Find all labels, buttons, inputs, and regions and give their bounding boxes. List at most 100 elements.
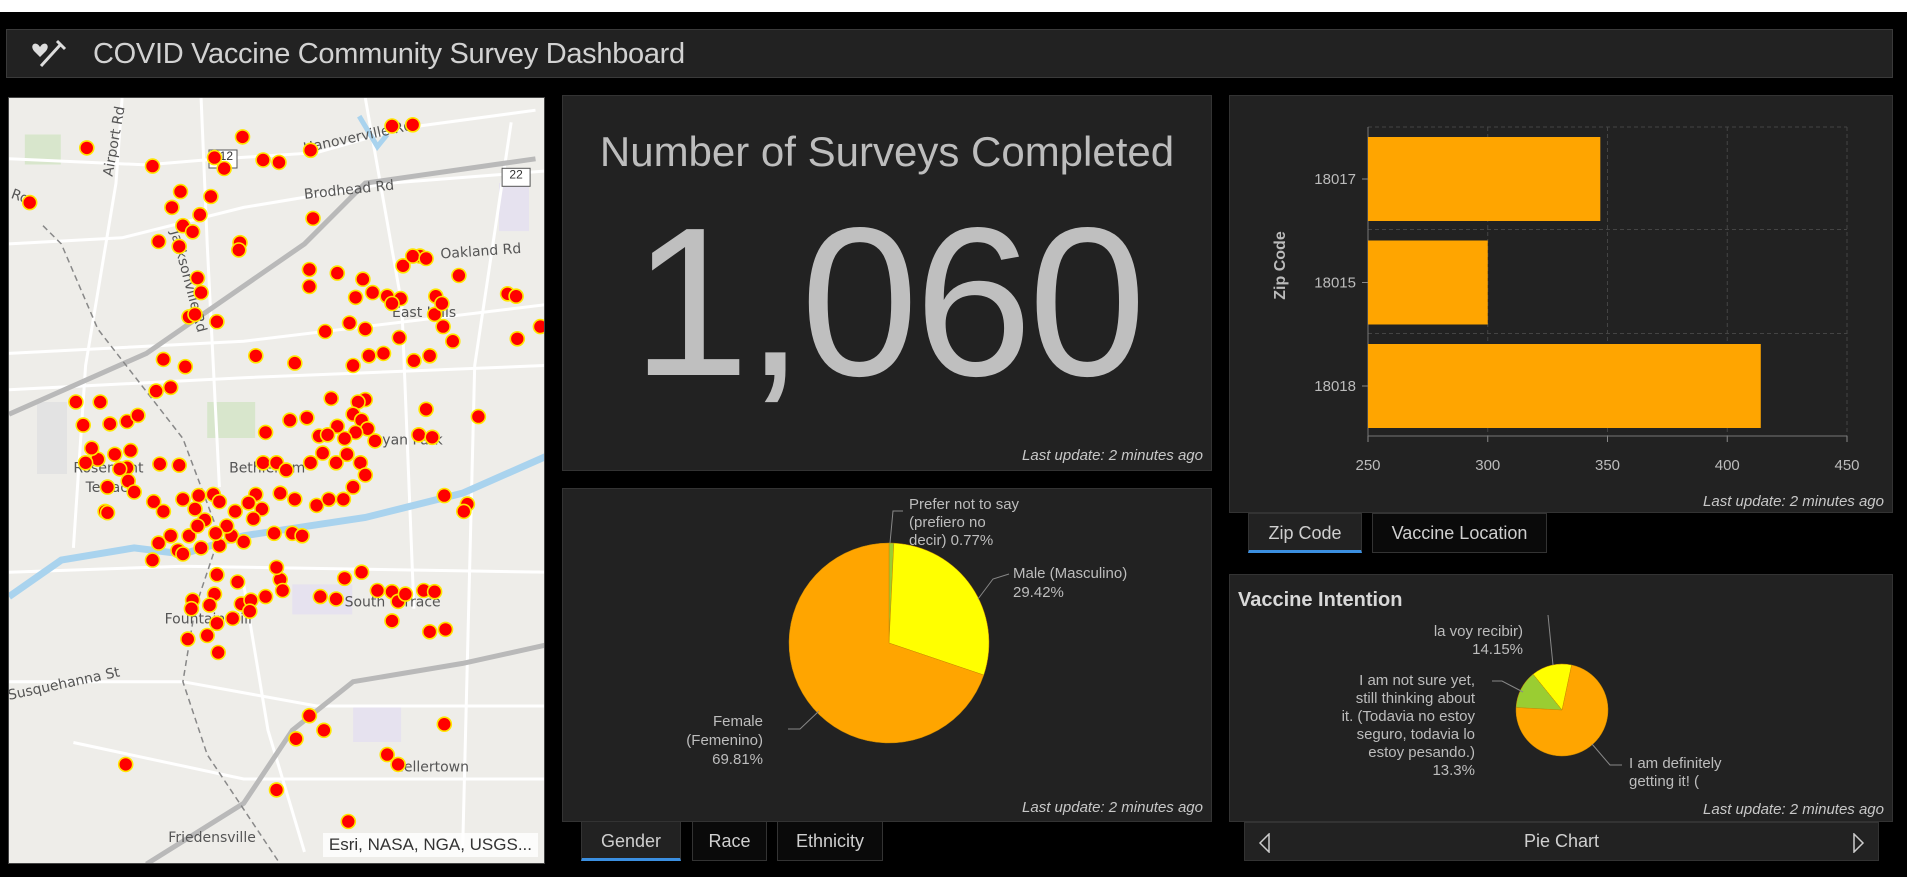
label-notsure-line2: still thinking about <box>1355 690 1475 707</box>
route-shield <box>501 167 531 187</box>
label-female-line1: Female <box>712 713 763 730</box>
label-yes-line2: 14.15% <box>1472 641 1523 658</box>
tick-label-x: 400 <box>1715 457 1740 474</box>
survey-point <box>317 323 334 340</box>
survey-point <box>155 503 172 520</box>
label-notsure-line5: estoy pesando.) <box>1368 744 1475 761</box>
tick-label-x: 450 <box>1834 457 1859 474</box>
survey-point <box>227 503 243 520</box>
survey-point <box>209 313 225 330</box>
survey-point <box>150 233 167 250</box>
survey-point <box>102 416 118 432</box>
page-title: COVID Vaccine Community Survey Dashboard <box>93 38 685 70</box>
survey-point <box>345 357 361 374</box>
label-male-line2: 29.42% <box>1013 584 1064 601</box>
leader-yes <box>1547 614 1554 666</box>
survey-point <box>177 358 194 375</box>
survey-point <box>404 116 421 133</box>
survey-point <box>201 597 218 613</box>
survey-point <box>305 210 321 227</box>
survey-point <box>369 582 386 599</box>
next-arrow-icon[interactable] <box>1850 833 1866 853</box>
map-road <box>9 680 544 708</box>
survey-point <box>328 454 344 471</box>
map-road <box>9 303 544 355</box>
survey-point <box>390 756 406 773</box>
survey-point <box>257 588 274 605</box>
survey-point <box>323 390 340 407</box>
survey-point <box>329 418 346 435</box>
gender-pie[interactable] <box>563 489 1213 823</box>
tab-vaccine-location[interactable]: Vaccine Location <box>1372 513 1547 553</box>
tab-gender[interactable]: Gender <box>581 821 681 861</box>
survey-point <box>181 527 197 544</box>
survey-point <box>184 224 201 240</box>
label-notsure-line3: it. (Todavia no estoy <box>1341 708 1475 725</box>
survey-point <box>92 394 108 410</box>
survey-point <box>532 318 544 335</box>
survey-map[interactable]: Airport Rd Hanoverville Rd Brodhead Rd Oakl… <box>8 97 545 864</box>
label-definitely-line2: getting it! ( <box>1629 773 1700 790</box>
surveys-indicator-panel: Number of Surveys Completed 1,060 Last u… <box>562 95 1212 471</box>
survey-point <box>345 479 361 495</box>
tab-ethnicity[interactable]: Ethnicity <box>777 821 883 861</box>
gender-female-slice-0 <box>788 542 985 744</box>
survey-point <box>361 347 377 364</box>
survey-point <box>155 351 172 368</box>
intention-pie[interactable] <box>1230 575 1894 823</box>
survey-point <box>245 510 262 527</box>
tab-zip-code[interactable]: Zip Code <box>1248 513 1362 553</box>
survey-point <box>107 446 123 463</box>
bar-18015 <box>1368 240 1488 325</box>
survey-point <box>266 525 282 542</box>
survey-point <box>319 426 336 443</box>
survey-point <box>175 546 191 562</box>
survey-point <box>435 318 451 335</box>
label-notsure-line6: 13.3% <box>1432 762 1475 779</box>
survey-point <box>404 248 421 264</box>
map-attribution[interactable]: Esri, NASA, NGA, USGS... <box>322 833 538 857</box>
survey-point <box>340 813 357 830</box>
survey-point <box>152 456 168 472</box>
survey-point <box>224 610 241 627</box>
survey-point <box>210 644 226 661</box>
survey-point <box>240 495 257 511</box>
survey-point <box>187 501 203 517</box>
survey-point <box>397 586 414 602</box>
survey-point <box>278 462 295 478</box>
survey-point <box>308 497 325 514</box>
map-road <box>242 584 306 853</box>
survey-point <box>268 559 285 576</box>
intent-definitely-slice-0 <box>1515 664 1609 757</box>
y-axis-label: Zip Code <box>1272 231 1289 300</box>
survey-point <box>206 149 223 166</box>
survey-point <box>320 491 337 508</box>
tick-label-y: 18015 <box>1314 275 1356 292</box>
survey-point <box>190 487 207 504</box>
survey-point <box>314 445 331 461</box>
survey-point <box>111 461 128 477</box>
survey-point <box>99 479 116 495</box>
survey-point <box>231 242 247 258</box>
map-area <box>499 183 529 232</box>
gender-chart-panel: Prefer not to say (prefiero no decir) 0.… <box>562 488 1212 822</box>
survey-point <box>339 446 355 463</box>
previous-arrow-icon[interactable] <box>1257 833 1273 853</box>
survey-point <box>189 518 206 534</box>
survey-point <box>229 574 246 590</box>
survey-point <box>234 129 251 145</box>
zip-bar-chart[interactable]: 250 300 350 400 450 18017 18015 18018 Zip Code <box>1230 96 1894 514</box>
survey-point <box>209 615 225 632</box>
survey-point <box>171 238 187 255</box>
survey-point <box>164 199 180 216</box>
survey-point <box>175 491 191 508</box>
indicator-value: 1,060 <box>631 183 1147 420</box>
survey-point <box>255 152 271 168</box>
survey-point <box>418 250 434 267</box>
leader-male <box>977 573 1010 600</box>
tab-race[interactable]: Race <box>692 821 767 861</box>
survey-point <box>183 600 200 617</box>
survey-point <box>68 394 84 410</box>
survey-point <box>122 442 139 459</box>
